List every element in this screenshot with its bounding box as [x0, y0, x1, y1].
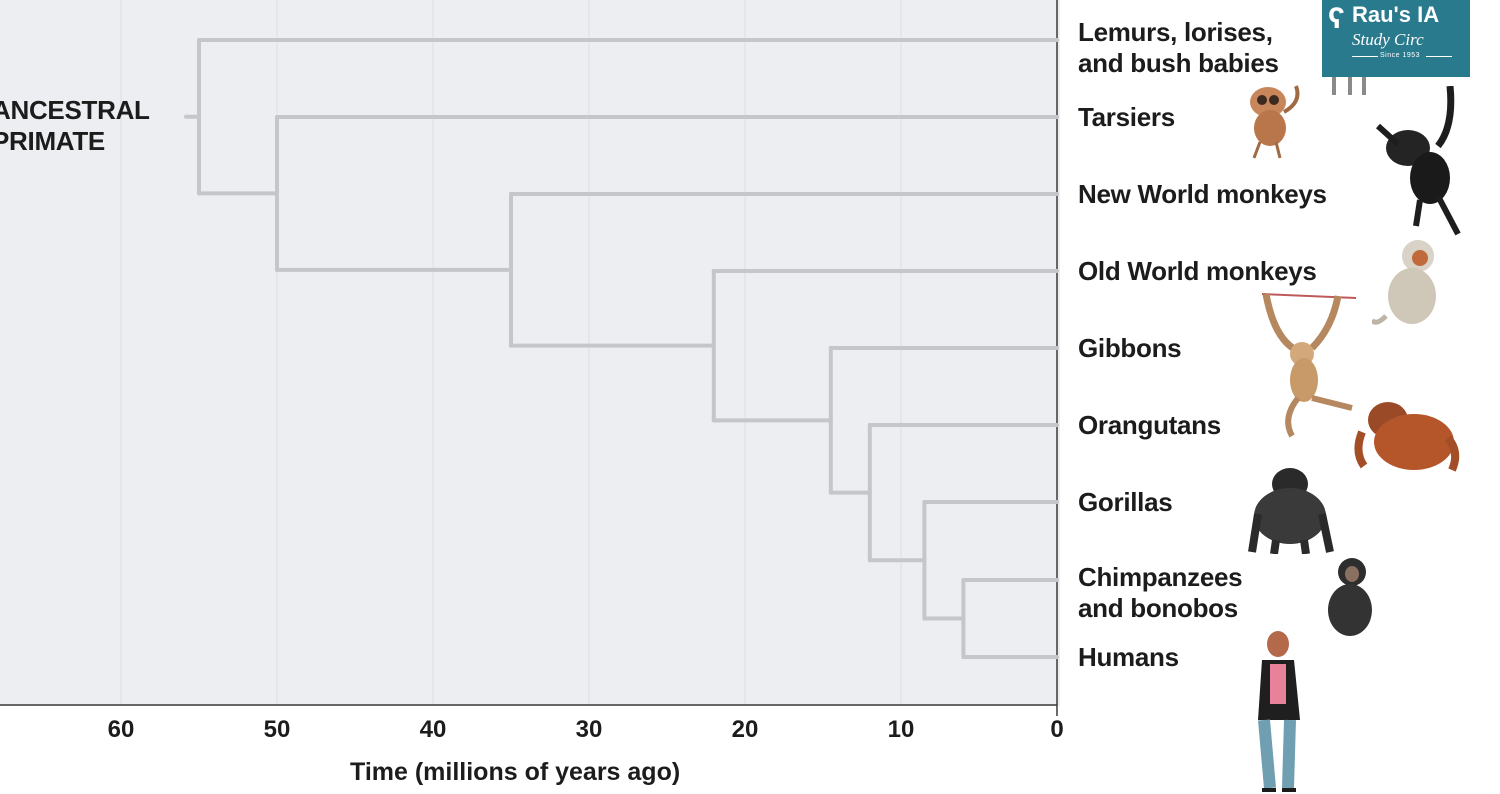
logo-subtitle: Study Circ — [1352, 30, 1424, 49]
rau-ias-logo: ʕ Rau's IA Study Circ Since 1953 — [1322, 0, 1470, 77]
gibbon-icon — [1261, 293, 1357, 438]
root-label-line: ANCESTRAL — [0, 95, 150, 125]
gorilla-icon — [1248, 468, 1334, 554]
root-label-line: PRIMATE — [0, 126, 105, 156]
axis-tick-label: 60 — [107, 716, 135, 743]
axis-tick-label: 20 — [731, 716, 759, 743]
axis-tick-label: 0 — [1050, 716, 1064, 743]
taxon-label: Gibbons — [1078, 332, 1182, 364]
taxon-label-line: Chimpanzees — [1078, 562, 1243, 592]
taxon-label-line: and bonobos — [1078, 593, 1238, 623]
human-icon — [1258, 631, 1300, 792]
axis-tick-label: 30 — [575, 716, 603, 743]
lemur-icon — [1332, 77, 1366, 95]
orangutan-icon — [1354, 402, 1460, 472]
logo-rule-left — [1352, 56, 1378, 57]
taxon-label-line: Gibbons — [1078, 332, 1182, 363]
logo-rule-right — [1426, 56, 1452, 57]
ancestral-primate-label: ANCESTRAL PRIMATE — [0, 95, 150, 157]
spider-monkey-icon — [1375, 86, 1461, 236]
taxon-label: Chimpanzees and bonobos — [1078, 562, 1243, 624]
logo-since: Since 1953 — [1380, 52, 1421, 59]
axis-tick-label: 50 — [263, 716, 291, 743]
logo-emblem-icon: ʕ — [1328, 2, 1345, 35]
taxon-label: Lemurs, lorises, and bush babies — [1078, 17, 1279, 79]
axis-tick-label: 40 — [419, 716, 447, 743]
taxon-label: Orangutans — [1078, 410, 1221, 441]
taxon-label-line: New World monkeys — [1078, 178, 1327, 209]
taxon-label-line: Orangutans — [1078, 409, 1221, 440]
taxon-label-line: and bush babies — [1078, 48, 1279, 78]
taxon-label: Gorillas — [1078, 486, 1173, 518]
taxon-label: Old World monkeys — [1078, 256, 1317, 287]
taxon-label-line: Gorillas — [1078, 486, 1173, 517]
taxon-label-line: Tarsiers — [1078, 101, 1175, 132]
taxon-label: Tarsiers — [1078, 102, 1175, 133]
tarsier-icon — [1250, 85, 1300, 159]
old-world-monkey-icon — [1372, 240, 1436, 325]
taxon-label-line: Humans — [1078, 641, 1179, 672]
axis-tick-label: 10 — [887, 716, 915, 743]
time-axis-label: Time (millions of years ago) — [350, 758, 681, 786]
taxon-label: New World monkeys — [1078, 179, 1327, 210]
taxon-label: Humans — [1078, 642, 1179, 673]
taxon-label-line: Lemurs, lorises, — [1078, 17, 1273, 47]
chimpanzee-icon — [1328, 558, 1372, 636]
logo-title: Rau's IA — [1352, 2, 1440, 27]
taxon-label-line: Old World monkeys — [1078, 255, 1317, 286]
